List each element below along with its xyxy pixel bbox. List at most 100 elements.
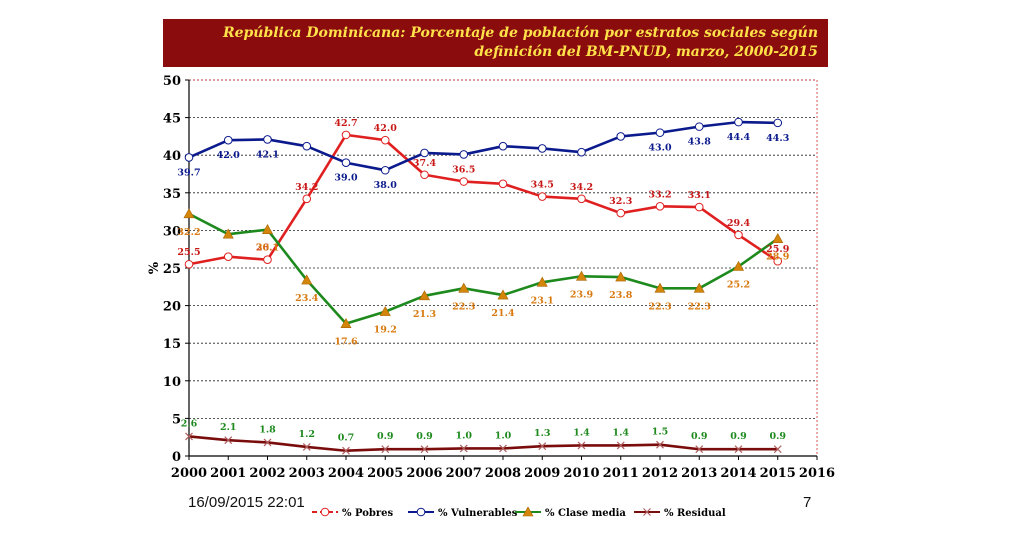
data-label: 25.2	[727, 279, 750, 290]
y-tick-label: 10	[163, 375, 181, 390]
marker-point	[224, 436, 233, 445]
data-label: 28.9	[766, 252, 790, 263]
data-label: 22.3	[688, 301, 711, 312]
data-label: 39.7	[177, 167, 200, 178]
data-label: 23.4	[295, 293, 319, 304]
marker-point	[302, 443, 311, 451]
data-label: 25.5	[177, 247, 200, 258]
marker-point	[420, 445, 429, 454]
x-tick-label: 2009	[524, 466, 560, 481]
data-label: 1.4	[573, 427, 590, 438]
marker-point	[223, 252, 233, 262]
legend-item-residual: % Residual	[634, 508, 726, 519]
data-label: 2.6	[181, 418, 198, 429]
data-label: 42.0	[217, 150, 241, 161]
data-label: 1.3	[534, 428, 551, 439]
data-label: 42.1	[256, 149, 279, 160]
data-label: 23.1	[531, 295, 554, 306]
x-tick-label: 2002	[249, 466, 285, 481]
marker-point	[222, 228, 234, 239]
marker-point	[498, 179, 508, 189]
marker-point	[342, 446, 350, 455]
marker-point	[655, 128, 665, 137]
grid-lines	[189, 79, 818, 456]
data-label: 34.5	[531, 180, 554, 191]
marker-point	[616, 441, 625, 450]
data-label: 32.3	[609, 196, 632, 207]
data-label: 2.1	[220, 422, 237, 433]
series-pobres	[184, 130, 783, 269]
marker-point	[734, 445, 743, 454]
marker-point	[643, 508, 651, 516]
x-tick-label: 2010	[563, 466, 599, 481]
marker-point	[773, 256, 783, 266]
marker-point	[263, 135, 272, 144]
marker-point	[420, 148, 429, 158]
legend-item-clase-media: % Clase media	[515, 506, 626, 519]
marker-point	[577, 147, 586, 157]
x-tick-label: 2014	[720, 466, 756, 481]
marker-point	[459, 150, 469, 159]
x-tick-label: 2004	[328, 466, 364, 481]
data-label: 33.1	[688, 190, 711, 201]
data-label: 44.3	[766, 133, 789, 144]
x-tick-label: 2003	[289, 466, 325, 481]
marker-point	[615, 271, 627, 282]
page-number: 7	[803, 494, 812, 511]
data-label: 36.5	[452, 165, 475, 176]
footer-date: 16/09/2015 22:01	[188, 494, 305, 511]
marker-point	[340, 318, 352, 328]
x-tick-label: 2013	[681, 466, 717, 481]
data-label: 42.7	[334, 118, 357, 129]
marker-point	[185, 432, 193, 441]
x-tick-label: 2006	[406, 466, 442, 481]
data-label: 44.4	[727, 132, 751, 143]
marker-point	[459, 444, 468, 453]
data-label: 23.9	[570, 289, 594, 300]
marker-point	[537, 192, 547, 201]
x-tick-label: 2015	[760, 466, 796, 481]
series-lines	[183, 117, 784, 455]
series-residual	[185, 432, 782, 455]
marker-point	[616, 208, 626, 218]
y-tick-label: 50	[163, 74, 181, 89]
legend-label: % Vulnerables	[438, 508, 518, 519]
series-line	[188, 120, 778, 172]
series-vulnerables	[184, 117, 783, 175]
data-label: 21.4	[491, 308, 515, 319]
marker-point	[459, 177, 469, 186]
y-tick-label: 35	[163, 187, 181, 202]
marker-point	[577, 194, 586, 204]
data-label: 23.8	[609, 290, 633, 301]
marker-point	[536, 276, 548, 287]
data-label: 29.4	[727, 218, 751, 229]
marker-point	[773, 118, 783, 128]
x-tick-label: 2012	[642, 466, 678, 481]
marker-point	[537, 144, 547, 153]
x-tick-label: 2005	[367, 466, 403, 481]
y-axis-label: %	[147, 261, 162, 274]
data-label: 33.2	[648, 189, 671, 200]
marker-point	[380, 165, 390, 175]
data-label: 1.5	[652, 427, 669, 438]
data-label: 17.6	[334, 337, 358, 348]
marker-point	[498, 141, 508, 151]
data-label: 38.0	[374, 180, 398, 191]
y-tick-label: 40	[163, 149, 181, 164]
marker-point	[734, 230, 743, 240]
legend-label: % Residual	[664, 508, 726, 519]
marker-point	[497, 289, 509, 300]
legend-item-pobres: % Pobres	[312, 507, 394, 519]
marker-point	[694, 122, 704, 131]
data-label: 1.0	[495, 430, 512, 441]
marker-point	[458, 282, 470, 293]
marker-point	[616, 132, 626, 141]
legend-item-vulnerables: % Vulnerables	[408, 507, 518, 519]
x-tick-label: 2016	[799, 466, 835, 481]
marker-point	[263, 255, 272, 265]
marker-point	[772, 233, 784, 243]
marker-point	[695, 445, 704, 454]
x-tick-label: 2001	[210, 466, 246, 481]
data-label: 25.9	[766, 244, 790, 255]
